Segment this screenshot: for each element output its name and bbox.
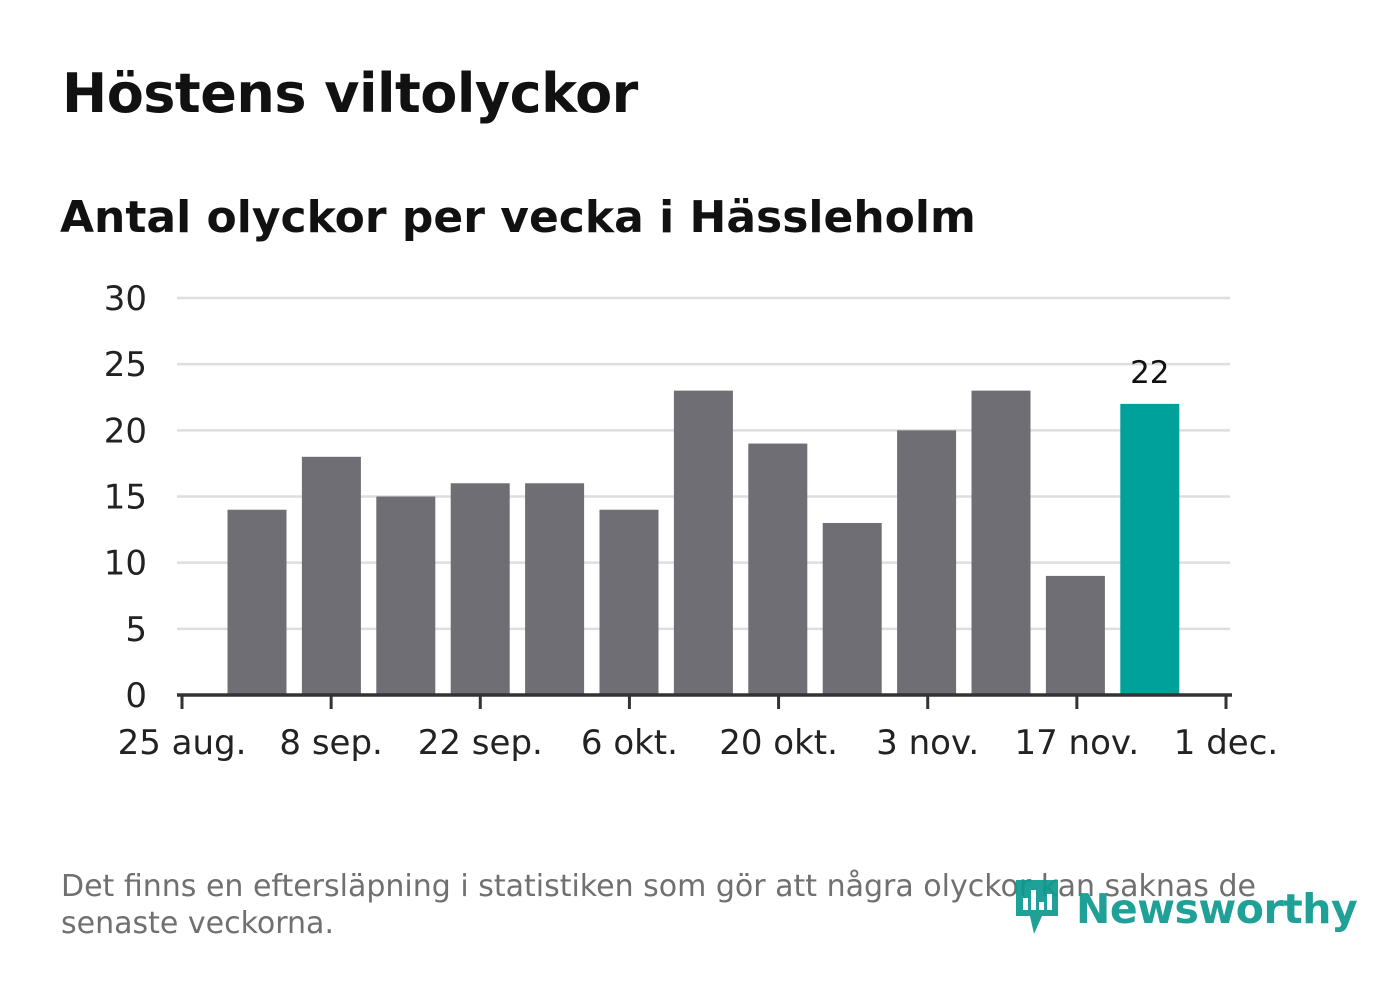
x-tick-label: 6 okt. <box>581 723 678 763</box>
bars <box>227 390 1180 695</box>
bar <box>1120 403 1180 695</box>
bar-value-label: 22 <box>1130 355 1169 391</box>
x-tick-label: 3 nov. <box>876 723 979 763</box>
bar <box>1045 575 1105 695</box>
x-axis <box>177 693 1232 709</box>
bar <box>822 522 882 695</box>
chart-bubble-icon <box>1012 876 1062 942</box>
bar <box>376 496 436 695</box>
y-tick-label: 20 <box>104 411 147 451</box>
y-tick-label: 10 <box>104 544 147 584</box>
x-tick-label: 22 sep. <box>418 723 543 763</box>
y-tick-label: 25 <box>104 345 147 385</box>
chart-title: Höstens viltolyckor <box>62 62 638 125</box>
bar <box>227 509 287 695</box>
chart-subtitle: Antal olyckor per vecka i Hässleholm <box>60 192 976 243</box>
x-tick-label: 8 sep. <box>279 723 382 763</box>
x-tick-label: 17 nov. <box>1014 723 1139 763</box>
x-tick-label: 25 aug. <box>118 723 247 763</box>
x-tick-label: 20 okt. <box>719 723 838 763</box>
x-tick-label: 1 dec. <box>1174 723 1278 763</box>
bar <box>599 509 659 695</box>
bar <box>525 483 585 695</box>
newsworthy-logo: Newsworthy <box>1012 876 1358 942</box>
y-tick-label: 5 <box>125 610 147 650</box>
bar <box>748 443 808 695</box>
y-tick-label: 15 <box>104 478 147 518</box>
bar <box>971 390 1031 695</box>
bar <box>897 430 957 695</box>
bar <box>301 456 361 695</box>
bar <box>450 483 510 695</box>
logo-text: Newsworthy <box>1076 885 1358 933</box>
bar <box>673 390 733 695</box>
y-tick-label: 30 <box>104 279 147 319</box>
bar-chart: 0 5 10 15 20 25 30 22 25 aug. 8 sep. 22 sep. 6 okt.… <box>104 279 1278 763</box>
y-tick-label: 0 <box>125 676 147 716</box>
labels: 0 5 10 15 20 25 30 22 25 aug. 8 sep. 22 sep. 6 okt.… <box>104 279 1278 763</box>
